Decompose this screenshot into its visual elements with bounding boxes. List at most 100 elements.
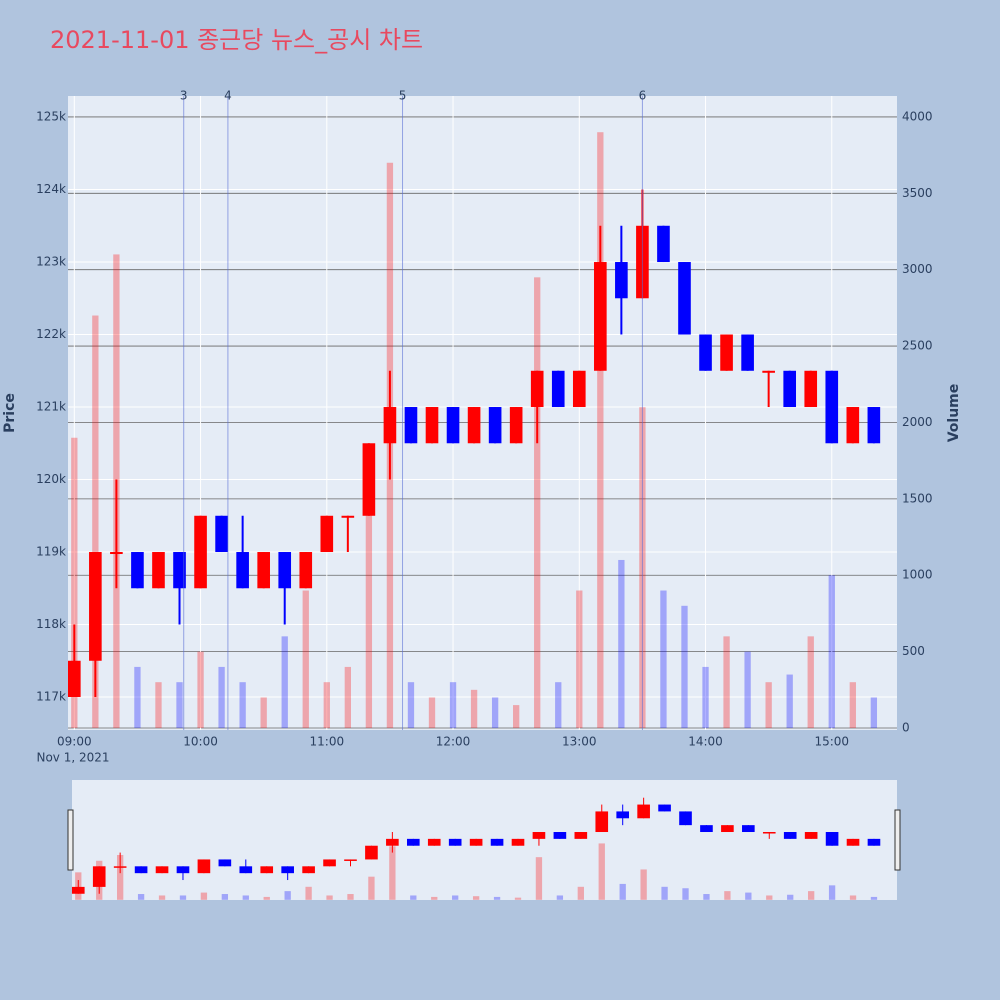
- slider-candle-body: [721, 825, 734, 833]
- y2-tick-label: 0: [902, 721, 910, 735]
- slider-candle-body: [867, 838, 881, 846]
- candle-body: [783, 370, 797, 408]
- candle-body: [320, 515, 334, 553]
- x-tick-label: 15:00: [814, 735, 849, 749]
- news-label: 6: [639, 89, 647, 103]
- slider-volume-bar: [661, 886, 668, 900]
- slider-candle-body: [323, 859, 336, 867]
- volume-bar: [597, 132, 604, 729]
- slider-candle-body: [700, 825, 713, 833]
- candle-body: [678, 262, 691, 335]
- volume-bar: [155, 682, 162, 729]
- volume-bar: [513, 705, 520, 729]
- volume-bar: [344, 666, 351, 729]
- slider-candle-body: [344, 859, 357, 861]
- volume-bar: [428, 697, 436, 729]
- volume-bar: [260, 697, 267, 729]
- volume-bar: [92, 315, 99, 729]
- news-label: 3: [180, 89, 188, 103]
- chart-title: 2021-11-01 종근당 뉴스_공시 차트: [50, 26, 423, 54]
- slider-candle-body: [616, 811, 630, 819]
- volume-bar: [765, 682, 772, 729]
- slider-volume-bar: [158, 895, 166, 900]
- y-tick-label: 120k: [36, 472, 66, 486]
- slider-volume-bar: [305, 886, 312, 900]
- candle-body: [131, 552, 144, 589]
- slider-candle-body: [658, 804, 671, 812]
- rangeslider-handle[interactable]: [67, 809, 74, 871]
- volume-bar: [681, 605, 688, 729]
- candle-body: [594, 262, 607, 371]
- slider-candle-body: [553, 832, 567, 839]
- candle-body: [152, 552, 165, 589]
- slider-volume-bar: [452, 895, 459, 900]
- volume-bar: [807, 636, 814, 729]
- slider-volume-bar: [493, 896, 501, 900]
- y2-tick-label: 1500: [902, 491, 933, 505]
- candle-body: [572, 370, 586, 408]
- candle-body: [215, 515, 228, 553]
- volume-bar: [365, 483, 373, 729]
- candle-body: [425, 407, 439, 444]
- candle-body: [530, 370, 544, 408]
- slider-candle-body: [260, 866, 274, 874]
- slider-volume-bar: [849, 895, 857, 900]
- slider-candle-body: [239, 866, 253, 874]
- slider-volume-bar: [137, 894, 145, 900]
- y-tick-label: 122k: [36, 327, 66, 341]
- candle-body: [89, 552, 102, 661]
- slider-candle-body: [134, 866, 148, 874]
- volume-bar: [702, 666, 709, 729]
- y2-tick-label: 4000: [902, 109, 933, 123]
- y-tick-label: 121k: [36, 400, 66, 414]
- volume-bar: [218, 666, 225, 729]
- slider-volume-bar: [640, 869, 647, 900]
- candle-body: [299, 552, 313, 589]
- volume-bar: [744, 651, 751, 729]
- news-label: 4: [224, 89, 232, 103]
- slider-candle-body: [762, 832, 776, 834]
- candle-body: [194, 515, 207, 589]
- y2-tick-label: 500: [902, 644, 925, 658]
- slider-candle-body: [783, 832, 797, 839]
- candle-body: [341, 515, 355, 518]
- x-tick-label: 09:00: [57, 735, 92, 749]
- slider-candle-body: [92, 866, 106, 887]
- volume-bar: [870, 697, 878, 729]
- volume-bar: [786, 674, 793, 729]
- volume-bar: [491, 697, 499, 729]
- candle-body: [720, 334, 733, 371]
- y-tick-label: 118k: [36, 617, 66, 631]
- x-tick-label: 12:00: [436, 735, 471, 749]
- y2-tick-label: 3500: [902, 186, 933, 200]
- slider-volume-bar: [284, 891, 291, 900]
- rangeslider-handle[interactable]: [894, 809, 901, 871]
- x-tick-label: 14:00: [688, 735, 723, 749]
- slider-volume-bar: [682, 888, 689, 900]
- slider-volume-bar: [117, 854, 124, 900]
- slider-candle-body: [365, 845, 378, 860]
- slider-volume-bar: [242, 895, 249, 900]
- y2-tick-label: 3000: [902, 262, 933, 276]
- slider-candle-body: [742, 825, 755, 833]
- slider-candle-body: [595, 811, 609, 833]
- candle-body: [110, 552, 123, 555]
- y2-tick-label: 1000: [902, 568, 933, 582]
- candle-body: [173, 552, 186, 589]
- volume-bar: [281, 636, 288, 729]
- slider-candle-body: [511, 838, 525, 846]
- slider-volume-bar: [724, 891, 731, 900]
- candle-body: [446, 407, 460, 444]
- slider-candle-body: [71, 886, 85, 894]
- candle-body: [657, 225, 670, 263]
- slider-volume-bar: [556, 895, 564, 900]
- slider-candle-body: [176, 866, 190, 874]
- slider-volume-bar: [389, 846, 396, 900]
- candle-body: [551, 370, 565, 408]
- slider-candle-body: [637, 804, 650, 819]
- rangeslider[interactable]: [72, 780, 897, 900]
- candle-body: [615, 262, 628, 299]
- x-tick-label: 10:00: [183, 735, 218, 749]
- volume-bar: [618, 559, 625, 729]
